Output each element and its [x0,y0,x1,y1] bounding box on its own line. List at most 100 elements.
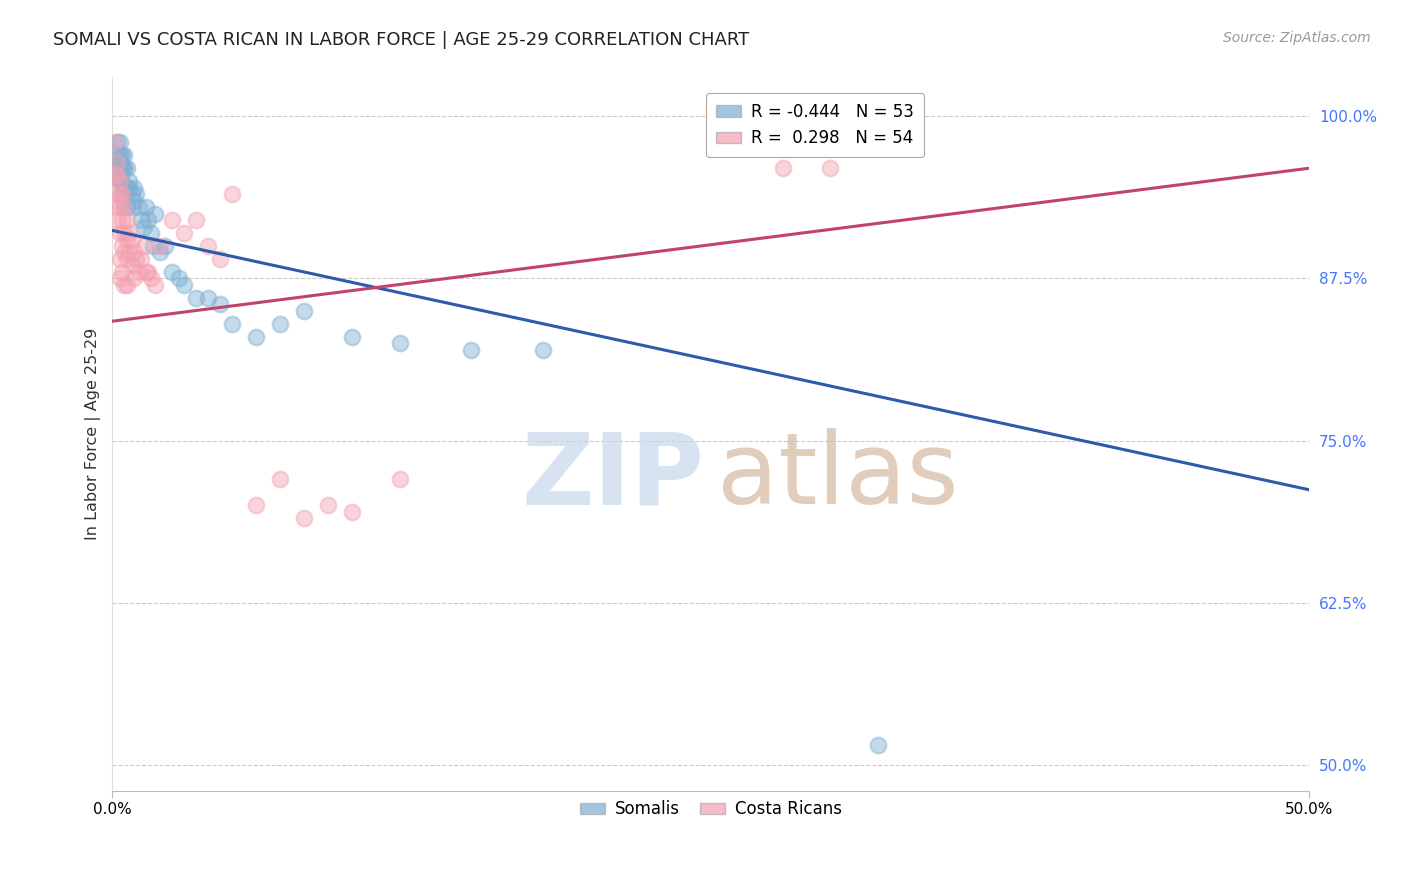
Point [269,472,291,486]
Point [108,174,131,188]
Point [104,135,127,149]
Point [149,245,172,260]
Point [772,161,794,176]
Point [197,291,219,305]
Point [135,200,157,214]
Point [125,252,148,266]
Text: atlas: atlas [717,428,959,525]
Point [115,252,138,266]
Point [108,154,131,169]
Point [820,161,842,176]
Point [104,200,127,214]
Y-axis label: In Labor Force | Age 25-29: In Labor Force | Age 25-29 [86,328,101,541]
Point [108,187,131,202]
Point [122,245,145,260]
Point [105,135,128,149]
Text: SOMALI VS COSTA RICAN IN LABOR FORCE | AGE 25-29 CORRELATION CHART: SOMALI VS COSTA RICAN IN LABOR FORCE | A… [53,31,749,49]
Legend: Somalis, Costa Ricans: Somalis, Costa Ricans [574,794,848,825]
Point [112,180,135,194]
Point [128,265,150,279]
Point [209,297,232,311]
Point [118,174,141,188]
Point [105,187,128,202]
Point [340,330,363,344]
Point [121,233,143,247]
Point [122,180,145,194]
Point [197,239,219,253]
Point [111,161,134,176]
Point [245,499,267,513]
Point [105,148,128,162]
Point [115,200,138,214]
Point [118,180,141,194]
Point [105,213,128,227]
Point [115,180,138,194]
Point [136,265,159,279]
Point [209,252,232,266]
Point [186,291,208,305]
Point [316,499,339,513]
Point [115,213,138,227]
Point [173,226,195,240]
Point [145,206,167,220]
Point [108,174,131,188]
Point [145,277,167,292]
Point [104,168,127,182]
Point [111,213,134,227]
Point [139,226,162,240]
Point [129,252,152,266]
Point [460,343,482,357]
Point [153,239,176,253]
Point [122,271,145,285]
Point [111,187,134,202]
Point [112,161,135,176]
Point [221,187,243,202]
Point [868,738,890,752]
Point [173,277,195,292]
Point [111,174,134,188]
Point [136,213,159,227]
Point [118,245,141,260]
Point [112,277,135,292]
Point [388,472,411,486]
Point [186,213,208,227]
Point [245,330,267,344]
Point [121,200,143,214]
Text: ZIP: ZIP [522,428,704,525]
Point [129,213,152,227]
Point [269,317,291,331]
Point [128,200,150,214]
Point [111,148,134,162]
Point [105,168,128,182]
Point [108,200,131,214]
Point [115,161,138,176]
Point [121,187,143,202]
Point [139,271,162,285]
Point [111,265,134,279]
Point [340,505,363,519]
Point [112,200,135,214]
Point [105,154,128,169]
Point [108,252,131,266]
Point [162,213,184,227]
Point [112,245,135,260]
Text: Source: ZipAtlas.com: Source: ZipAtlas.com [1223,31,1371,45]
Point [135,265,157,279]
Point [108,135,131,149]
Point [108,271,131,285]
Point [112,226,135,240]
Point [132,239,155,253]
Point [162,265,184,279]
Point [142,239,165,253]
Point [292,511,315,525]
Point [125,187,148,202]
Point [115,277,138,292]
Point [149,239,172,253]
Point [112,200,135,214]
Point [105,161,128,176]
Point [122,194,145,208]
Point [132,219,155,234]
Point [111,187,134,202]
Point [108,226,131,240]
Point [108,161,131,176]
